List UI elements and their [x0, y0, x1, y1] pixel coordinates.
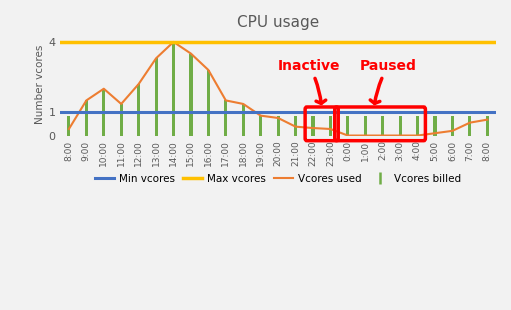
- Title: CPU usage: CPU usage: [237, 15, 319, 30]
- Bar: [154, 58, 158, 135]
- Bar: [399, 116, 402, 135]
- Y-axis label: Number vcores: Number vcores: [35, 44, 45, 124]
- Bar: [137, 84, 140, 135]
- Bar: [468, 116, 472, 135]
- Text: Inactive: Inactive: [278, 59, 341, 104]
- Bar: [190, 54, 193, 135]
- Bar: [346, 116, 350, 135]
- Bar: [294, 116, 297, 135]
- Bar: [364, 116, 367, 135]
- Bar: [311, 116, 315, 135]
- Bar: [259, 116, 262, 135]
- Bar: [416, 116, 419, 135]
- Bar: [67, 116, 71, 135]
- Bar: [451, 116, 454, 135]
- Bar: [381, 116, 384, 135]
- Legend: Min vcores, Max vcores, Vcores used, Vcores billed: Min vcores, Max vcores, Vcores used, Vco…: [91, 170, 466, 188]
- Bar: [276, 116, 280, 135]
- Bar: [85, 100, 88, 135]
- Bar: [433, 116, 436, 135]
- Bar: [207, 70, 210, 135]
- Bar: [102, 89, 105, 135]
- Bar: [172, 42, 175, 135]
- Bar: [242, 104, 245, 135]
- Bar: [329, 116, 332, 135]
- Bar: [120, 104, 123, 135]
- Bar: [486, 116, 489, 135]
- Bar: [224, 100, 227, 135]
- Text: Paused: Paused: [359, 59, 416, 104]
